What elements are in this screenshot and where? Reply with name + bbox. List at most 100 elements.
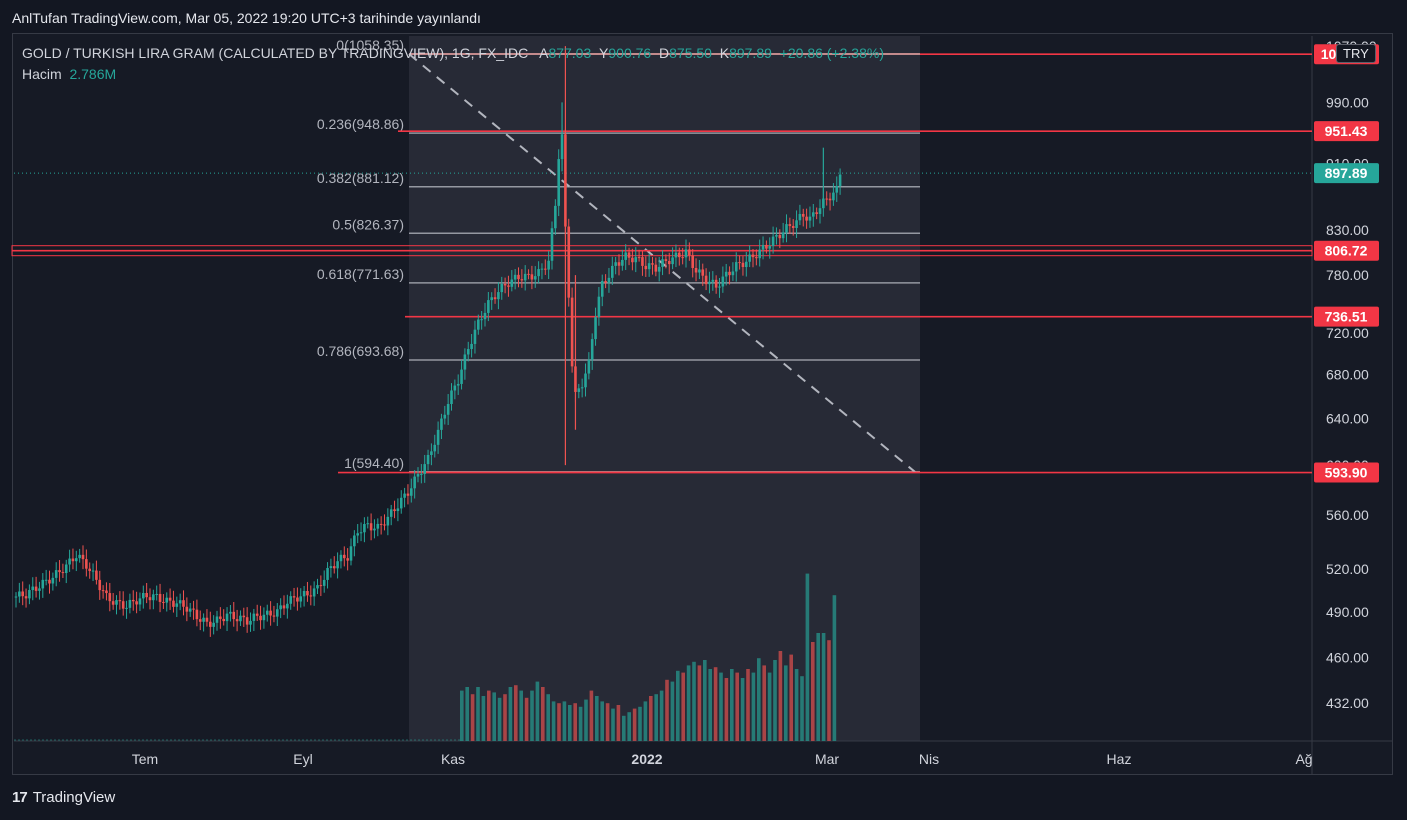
candle-body: [369, 523, 373, 531]
candle-body: [433, 444, 437, 452]
candle-body: [775, 234, 778, 237]
candle-body: [64, 564, 68, 574]
candle-body: [48, 579, 51, 584]
candle-body: [376, 523, 380, 529]
y-tick-label: 560.00: [1326, 507, 1369, 523]
volume-bar: [541, 687, 545, 741]
candle-body: [34, 586, 38, 591]
volume-bar: [519, 690, 523, 741]
volume-label[interactable]: Hacim: [22, 66, 62, 82]
volume-bar: [762, 665, 766, 741]
volume-bar: [600, 701, 604, 741]
candle-body: [296, 597, 299, 602]
candle-body: [145, 593, 148, 598]
candle-body: [225, 613, 229, 622]
candle-body: [778, 234, 782, 239]
x-tick-label: Nis: [919, 751, 939, 767]
volume-bar: [503, 694, 507, 741]
low-value: 875.50: [669, 45, 712, 61]
volume-bar: [530, 690, 534, 741]
candle-body: [436, 429, 440, 445]
price-level-badge: [1314, 306, 1379, 327]
candle-body: [202, 617, 205, 622]
candle-body: [322, 579, 326, 586]
candle-body: [232, 611, 236, 620]
candle-body: [188, 608, 192, 612]
candle-body: [801, 213, 805, 217]
x-tick-label: 2022: [631, 751, 662, 767]
candle-body: [356, 533, 359, 536]
volume-bar: [568, 705, 572, 741]
volume-bar: [616, 705, 621, 741]
currency-badge[interactable]: TRY: [1336, 44, 1376, 63]
candle-body: [812, 212, 815, 217]
candle-body: [28, 590, 31, 599]
volume-bar: [686, 665, 691, 741]
candle-body: [641, 257, 644, 266]
fib-level-label: 1(594.40): [344, 455, 404, 471]
published-line: AnlTufan TradingView.com, Mar 05, 2022 1…: [12, 10, 481, 26]
candle-body: [41, 579, 45, 589]
volume-bar: [622, 715, 626, 741]
candle-body: [178, 600, 182, 604]
candle-body: [607, 277, 611, 283]
volume-bar: [724, 678, 729, 741]
candle-body: [249, 620, 252, 625]
candle-body: [523, 273, 527, 281]
volume-bar: [740, 678, 745, 741]
candle-body: [781, 232, 785, 239]
candle-body: [85, 559, 88, 569]
x-tick-label: Ağ: [1295, 751, 1312, 767]
volume-bar: [676, 670, 680, 741]
candle-body: [681, 257, 684, 259]
candle-body: [704, 275, 708, 285]
symbol-name[interactable]: GOLD / TURKISH LIRA GRAM (CALCULATED BY …: [22, 45, 529, 61]
close-label: K: [719, 45, 730, 61]
candle-body: [584, 373, 587, 388]
close-value: 897.89: [729, 45, 772, 61]
candle-body: [121, 601, 125, 609]
candle-body: [302, 591, 306, 597]
candle-body: [343, 554, 346, 559]
candle-body: [81, 554, 85, 560]
candle-body: [51, 577, 55, 584]
candle-body: [627, 252, 631, 258]
candle-body: [319, 585, 323, 587]
volume-bar: [476, 687, 480, 741]
volume-bar: [816, 633, 820, 741]
candle-body: [75, 558, 78, 562]
volume-bar: [719, 672, 723, 741]
candle-body: [805, 216, 808, 221]
fib-level-label: 0.5(826.37): [332, 216, 404, 232]
candle-body: [530, 274, 534, 280]
candle-body: [413, 476, 416, 489]
candle-body: [460, 369, 463, 384]
candle-body: [346, 558, 349, 561]
x-tick-label: Haz: [1107, 751, 1132, 767]
candle-body: [252, 613, 256, 621]
tradingview-brand[interactable]: 17 TradingView: [12, 789, 115, 806]
price-level-badge: [1314, 462, 1379, 483]
candle-body: [18, 591, 21, 597]
volume-bar: [643, 701, 648, 741]
candle-body: [617, 262, 621, 266]
candle-body: [125, 607, 128, 609]
candle-body: [537, 269, 540, 277]
candle-body: [698, 269, 701, 273]
y-tick-label: 720.00: [1326, 325, 1369, 341]
volume-bar: [827, 640, 831, 741]
candle-body: [446, 404, 450, 415]
volume-bar: [535, 681, 540, 741]
candle-body: [262, 614, 266, 621]
candle-body: [423, 464, 426, 474]
candle-body: [128, 599, 132, 608]
candle-body: [550, 228, 554, 261]
candle-body: [671, 257, 674, 265]
candle-body: [138, 598, 142, 605]
candle-body: [95, 570, 98, 580]
candle-body: [450, 390, 453, 405]
volume-bar: [681, 672, 685, 741]
volume-bar: [789, 654, 793, 741]
candle-body: [473, 329, 477, 344]
